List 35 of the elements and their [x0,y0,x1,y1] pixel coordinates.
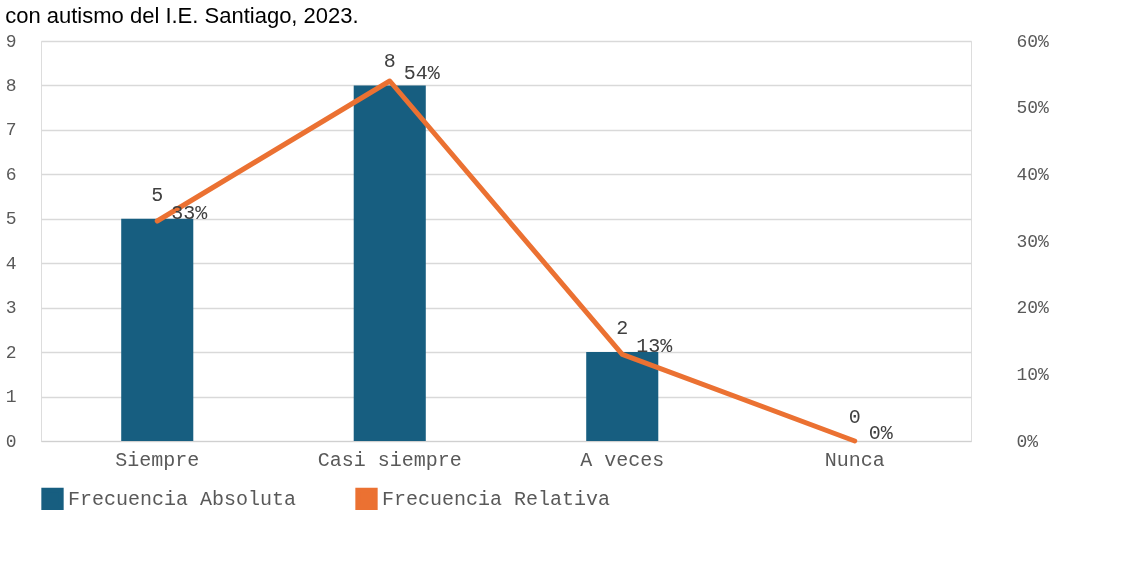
data-label: 33% [171,202,209,225]
y-tick-label: 6 [5,164,17,185]
y2-tick-label: 50% [1016,98,1050,119]
data-label: 0% [868,422,894,445]
x-tick-label: A veces [580,448,665,472]
y2-tick-label: 20% [1016,298,1050,319]
data-label: 8 [383,50,396,74]
y-tick-label: 4 [5,253,17,274]
data-label: 54% [403,62,441,85]
bar [121,218,194,441]
x-tick-label: Siempre [115,448,200,472]
y2-tick-label: 40% [1016,164,1050,185]
x-tick-label: Casi siempre [317,448,462,472]
data-label: 2 [616,317,629,341]
data-label: 0 [848,406,861,429]
chart-title: con autismo del I.E. Santiago, 2023. [5,3,359,28]
y-tick-label: 0 [5,431,17,452]
data-label: 5 [151,183,164,207]
y-tick-label: 2 [5,342,17,363]
legend-label: Frecuencia Relativa [382,487,611,511]
bar [586,352,659,441]
y-tick-label: 7 [5,120,17,141]
legend-label: Frecuencia Absoluta [68,487,297,511]
y-tick-label: 1 [5,387,17,408]
y-tick-label: 8 [5,75,17,96]
y2-tick-label: 60% [1016,31,1050,52]
y2-tick-label: 30% [1016,231,1050,252]
bar [353,85,426,441]
x-tick-label: Nunca [824,448,885,472]
y-tick-label: 5 [5,209,17,230]
y-tick-label: 3 [5,298,17,319]
data-label: 13% [636,335,674,359]
y2-tick-label: 0% [1016,431,1039,452]
y2-tick-label: 10% [1016,364,1050,385]
y-tick-label: 9 [5,31,17,52]
